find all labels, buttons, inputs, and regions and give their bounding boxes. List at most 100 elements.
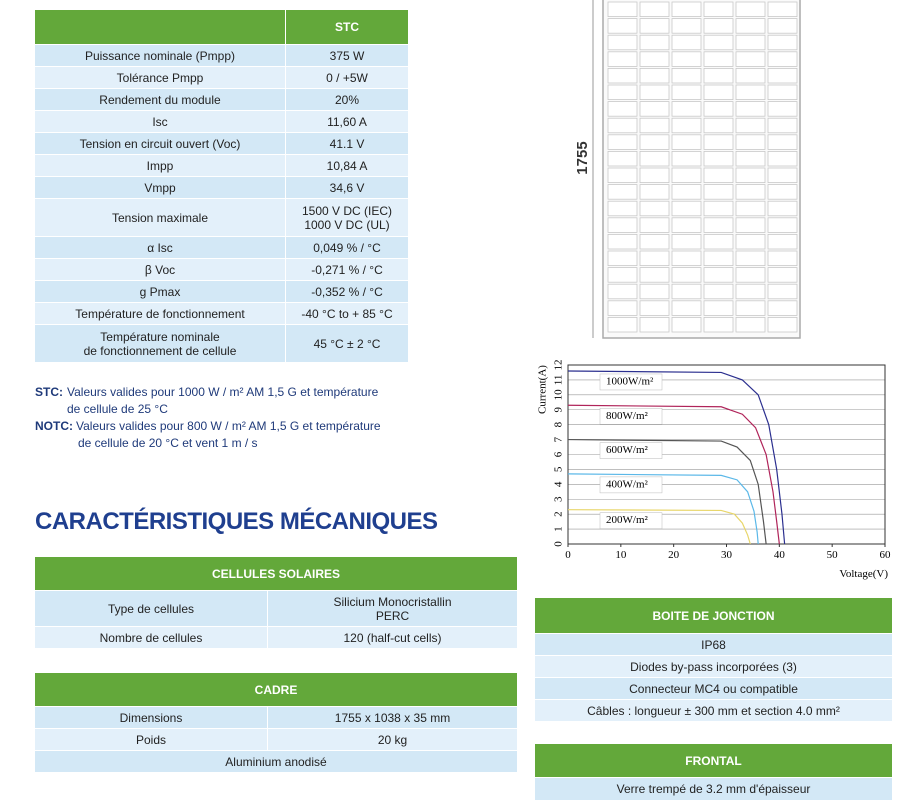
panel-cell — [671, 51, 702, 67]
panel-cell — [639, 267, 670, 283]
x-tick-label: 50 — [827, 549, 839, 561]
panel-cell — [735, 18, 766, 34]
cell: 1500 V DC (IEC) 1000 V DC (UL) — [286, 199, 408, 236]
panel-cell — [703, 34, 734, 51]
panel-cell — [607, 18, 638, 34]
cell: Connecteur MC4 ou compatible — [535, 678, 892, 699]
panel-cell — [767, 217, 798, 233]
header-cell: CADRE — [35, 673, 517, 706]
panel-cell — [639, 84, 670, 101]
panel-cell — [767, 233, 798, 250]
panel-cell — [703, 300, 734, 316]
cell: Dimensions — [35, 707, 267, 728]
panel-cell — [735, 283, 766, 300]
panel-cell — [639, 200, 670, 217]
panel-cell — [671, 84, 702, 101]
note-text: Valeurs valides pour 1000 W / m² AM 1,5 … — [67, 385, 379, 399]
panel-cell — [767, 184, 798, 200]
panel-cell — [703, 51, 734, 67]
panel-cell — [703, 184, 734, 200]
cell: Aluminium anodisé — [35, 751, 517, 772]
y-tick-label: 11 — [553, 375, 565, 386]
panel-cell — [639, 250, 670, 267]
cell-line: Silicium Monocristallin — [333, 594, 452, 609]
cell: Tension en circuit ouvert (Voc) — [35, 133, 285, 154]
cell: 10,84 A — [286, 155, 408, 176]
panel-cell — [735, 267, 766, 283]
cell: Silicium Monocristallin PERC — [268, 591, 517, 626]
panel-cell — [671, 300, 702, 316]
panel-cell — [607, 200, 638, 217]
panel-cell — [639, 18, 670, 34]
curve-label-box — [599, 373, 663, 391]
panel-cell — [767, 34, 798, 51]
panel-cell — [607, 34, 638, 51]
panel-cell — [767, 200, 798, 217]
curve-label-box — [599, 408, 663, 425]
panel-cell — [767, 250, 798, 267]
cell: 1755 x 1038 x 35 mm — [268, 707, 517, 728]
cell: -40 °C to + 85 °C — [286, 303, 408, 324]
y-tick-label: 10 — [553, 389, 565, 401]
y-tick-label: 8 — [553, 421, 565, 427]
x-tick-label: 0 — [565, 549, 571, 561]
x-tick-label: 20 — [668, 549, 680, 561]
panel-cell — [639, 283, 670, 300]
note-label: NOTC: — [35, 419, 73, 433]
panel-cell — [735, 316, 766, 333]
panel-cell — [607, 300, 638, 316]
panel-cell — [607, 101, 638, 117]
iv-curve — [567, 404, 780, 545]
y-tick-label: 0 — [553, 541, 565, 547]
x-tick-label: 10 — [615, 549, 627, 561]
panel-cell — [639, 150, 670, 167]
panel-cell — [671, 200, 702, 217]
panel-cell — [607, 316, 638, 333]
y-tick-label: 3 — [553, 496, 565, 502]
panel-cell — [607, 1, 638, 18]
curve-label: 800W/m² — [606, 410, 648, 422]
panel-cell — [639, 184, 670, 200]
panel-cell — [607, 68, 638, 84]
curve-label-box — [599, 512, 663, 529]
cell: α Isc — [35, 237, 285, 258]
cell: 11,60 A — [286, 111, 408, 132]
cell: 0,049 % / °C — [286, 237, 408, 258]
panel-cell — [767, 283, 798, 300]
panel-cell — [607, 84, 638, 101]
panel-cell — [735, 117, 766, 134]
cell: Tolérance Pmpp — [35, 67, 285, 88]
cell: Verre trempé de 3.2 mm d'épaisseur — [535, 778, 892, 800]
panel-cell — [671, 184, 702, 200]
panel-cell — [607, 184, 638, 200]
panel-cell — [607, 150, 638, 167]
cell: Diodes by-pass incorporées (3) — [535, 656, 892, 677]
panel-cell — [735, 51, 766, 67]
panel-cell — [767, 51, 798, 67]
panel-cell — [767, 134, 798, 150]
panel-cell — [671, 283, 702, 300]
panel-cell — [607, 267, 638, 283]
x-tick-label: 30 — [721, 549, 733, 561]
panel-cell — [735, 300, 766, 316]
cell-line: de fonctionnement de cellule — [83, 343, 237, 358]
note-text: de cellule de 25 °C — [67, 402, 168, 416]
header-cell — [35, 10, 285, 44]
panel-cell — [767, 68, 798, 84]
cell: Vmpp — [35, 177, 285, 198]
panel-cell — [703, 68, 734, 84]
curve-label: 600W/m² — [606, 444, 648, 456]
iv-curve — [567, 438, 767, 545]
x-tick-label: 40 — [774, 549, 786, 561]
panel-cell — [671, 250, 702, 267]
cell: 20% — [286, 89, 408, 110]
cell: Nombre de cellules — [35, 627, 267, 648]
curve-label: 400W/m² — [606, 478, 648, 490]
panel-cell — [639, 217, 670, 233]
cell: Type de cellules — [35, 591, 267, 626]
cell-line: PERC — [375, 608, 410, 623]
y-tick-label: 4 — [553, 481, 565, 487]
cell: 120 (half-cut cells) — [268, 627, 517, 648]
cell: -0,271 % / °C — [286, 259, 408, 280]
panel-cell — [735, 233, 766, 250]
